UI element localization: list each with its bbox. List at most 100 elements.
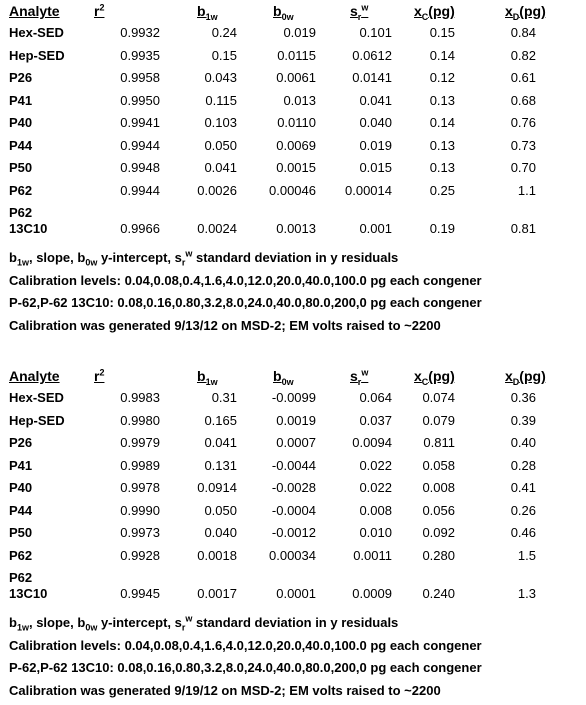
b0w-cell: 0.0013 — [276, 221, 316, 236]
header-xd: xD(pg) — [505, 368, 546, 387]
b1w-cell: 0.0026 — [197, 182, 237, 198]
sr-cell: 0.041 — [359, 92, 392, 108]
analyte-cell: P50 — [9, 525, 33, 540]
header-b0w: b0w — [273, 368, 294, 387]
generated-note: Calibration was generated 9/13/12 on MSD… — [9, 317, 441, 333]
xc-cell: 0.092 — [422, 525, 455, 540]
xd-cell: 0.39 — [510, 412, 536, 428]
b1w-cell: 0.040 — [204, 525, 237, 540]
b1w-cell: 0.041 — [204, 435, 237, 450]
analyte-cell: P41 — [9, 457, 33, 473]
header-analyte: Analyte — [9, 368, 60, 384]
sr-cell: 0.040 — [359, 115, 392, 130]
p62-levels: P-62,P-62 13C10: 0.08,0.16,0.80,3.2,8.0,… — [9, 660, 482, 675]
table-row: Hep-SED 0.9980 0.165 0.0019 0.037 0.079 0.39 — [0, 410, 586, 433]
table-row: P41 0.9950 0.115 0.013 0.041 0.13 0.68 — [0, 90, 586, 113]
b0w-cell: 0.0015 — [276, 160, 316, 175]
xd-cell: 0.84 — [510, 25, 536, 40]
legend-line: b1w, slope, b0w y-intercept, srw standar… — [9, 248, 399, 268]
b1w-cell: 0.043 — [204, 70, 237, 85]
xd-cell: 0.68 — [510, 92, 536, 108]
xd-cell: 0.28 — [510, 457, 536, 473]
b1w-cell: 0.103 — [204, 115, 237, 130]
sr-cell: 0.0094 — [352, 435, 392, 450]
xc-cell: 0.240 — [422, 586, 455, 601]
r2-cell: 0.9932 — [120, 25, 160, 40]
xd-cell: 0.76 — [510, 115, 536, 130]
b1w-cell: 0.131 — [204, 457, 237, 473]
table-row: Hep-SED 0.9935 0.15 0.0115 0.0612 0.14 0.82 — [0, 45, 586, 68]
xc-cell: 0.280 — [422, 547, 455, 563]
header-b0w: b0w — [273, 3, 294, 22]
xc-cell: 0.058 — [422, 457, 455, 473]
xc-cell: 0.13 — [429, 92, 455, 108]
b0w-cell: 0.0061 — [276, 70, 316, 85]
sr-cell: 0.008 — [359, 502, 392, 518]
legend-line: b1w, slope, b0w y-intercept, srw standar… — [9, 613, 399, 633]
table-row: Hex-SED 0.9932 0.24 0.019 0.101 0.15 0.84 — [0, 22, 586, 45]
sr-cell: 0.064 — [359, 390, 392, 405]
sr-cell: 0.019 — [359, 137, 392, 153]
xd-cell: 0.73 — [510, 137, 536, 153]
r2-cell: 0.9979 — [120, 435, 160, 450]
generated-note: Calibration was generated 9/19/12 on MSD… — [9, 682, 441, 698]
xc-cell: 0.13 — [429, 137, 455, 153]
table-body: Hex-SED 0.9932 0.24 0.019 0.101 0.15 0.84 Hep-S… — [0, 22, 586, 239]
b1w-cell: 0.0914 — [197, 480, 237, 495]
xd-cell: 1.5 — [517, 547, 536, 563]
r2-cell: 0.9950 — [120, 92, 160, 108]
table-notes: b1w, slope, b0w y-intercept, srw standar… — [9, 612, 586, 702]
b0w-cell: 0.0001 — [276, 586, 316, 601]
analyte-cell: P62 13C10 — [9, 205, 48, 236]
header-analyte: Analyte — [9, 3, 60, 19]
b0w-cell: 0.0019 — [276, 412, 316, 428]
b0w-cell: 0.0110 — [277, 115, 316, 130]
r2-cell: 0.9990 — [120, 502, 160, 518]
xd-cell: 0.26 — [510, 502, 536, 518]
analyte-cell: P41 — [9, 92, 33, 108]
b1w-cell: 0.15 — [211, 47, 237, 63]
b1w-cell: 0.0024 — [197, 221, 237, 236]
analyte-cell: P62 — [9, 182, 33, 198]
xd-cell: 1.1 — [517, 182, 536, 198]
b0w-cell: 0.00046 — [269, 182, 316, 198]
sr-cell: 0.0011 — [353, 547, 392, 563]
table-row: P44 0.9944 0.050 0.0069 0.019 0.13 0.73 — [0, 135, 586, 158]
table-row: Hex-SED 0.9983 0.31 -0.0099 0.064 0.074 0.36 — [0, 387, 586, 410]
header-b1w: b1w — [197, 3, 218, 22]
header-xc: xC(pg) — [414, 3, 455, 22]
r2-cell: 0.9983 — [120, 390, 160, 405]
table-row: P62 13C10 0.9945 0.0017 0.0001 0.0009 0.240 1.… — [0, 567, 586, 604]
xd-cell: 0.70 — [510, 160, 536, 175]
header-sr: srw — [350, 367, 369, 387]
r2-cell: 0.9958 — [120, 70, 160, 85]
b0w-cell: -0.0028 — [271, 480, 316, 495]
xd-cell: 1.3 — [517, 586, 536, 601]
b0w-cell: 0.013 — [283, 92, 316, 108]
b0w-cell: 0.00034 — [269, 547, 316, 563]
xc-cell: 0.811 — [423, 435, 455, 450]
xc-cell: 0.12 — [429, 70, 455, 85]
analyte-cell: Hep-SED — [9, 47, 65, 63]
analyte-cell: Hep-SED — [9, 412, 65, 428]
xc-cell: 0.008 — [422, 480, 455, 495]
table-row: P44 0.9990 0.050 -0.0004 0.008 0.056 0.26 — [0, 500, 586, 523]
analyte-cell: P40 — [9, 115, 33, 130]
analyte-cell: Hex-SED — [9, 25, 64, 40]
r2-cell: 0.9966 — [120, 221, 160, 236]
r2-cell: 0.9948 — [120, 160, 160, 175]
b1w-cell: 0.050 — [204, 137, 237, 153]
r2-cell: 0.9941 — [120, 115, 160, 130]
table-row: P62 0.9944 0.0026 0.00046 0.00014 0.25 1.1 — [0, 180, 586, 203]
sr-cell: 0.001 — [359, 221, 392, 236]
b1w-cell: 0.31 — [211, 390, 237, 405]
sr-cell: 0.0141 — [352, 70, 392, 85]
sr-cell: 0.0009 — [352, 586, 392, 601]
b0w-cell: 0.0115 — [277, 47, 316, 63]
table-row: P41 0.9989 0.131 -0.0044 0.022 0.058 0.28 — [0, 455, 586, 478]
xc-cell: 0.074 — [422, 390, 455, 405]
xd-cell: 0.81 — [510, 221, 536, 236]
table-row: P62 13C10 0.9966 0.0024 0.0013 0.001 0.19 0.81 — [0, 202, 586, 239]
table-row: P40 0.9941 0.103 0.0110 0.040 0.14 0.76 — [0, 112, 586, 135]
xd-cell: 0.61 — [510, 70, 536, 85]
